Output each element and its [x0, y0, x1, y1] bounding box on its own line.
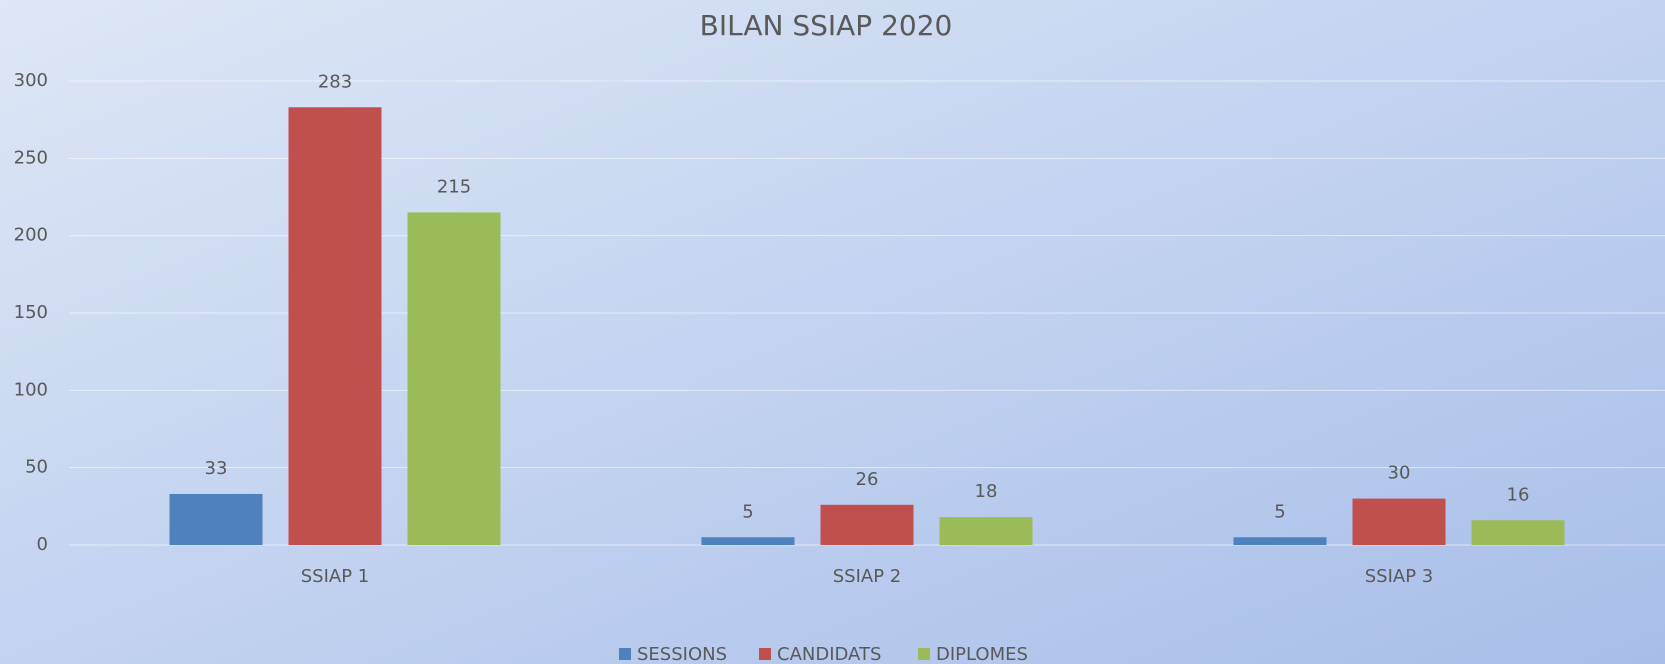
x-tick-label: SSIAP 2 — [833, 566, 902, 587]
legend-label: CANDIDATS — [777, 644, 881, 664]
data-label: 215 — [437, 176, 471, 197]
x-tick-label: SSIAP 1 — [301, 566, 370, 587]
legend-swatch — [918, 648, 930, 660]
legend-label: DIPLOMES — [936, 644, 1028, 664]
bar — [1471, 520, 1565, 545]
data-label: 16 — [1507, 484, 1530, 505]
y-tick-label: 100 — [14, 379, 48, 400]
bar — [701, 537, 795, 545]
legend-label: SESSIONS — [637, 644, 727, 664]
y-tick-label: 150 — [14, 302, 48, 323]
data-label: 26 — [856, 469, 879, 490]
data-label: 33 — [205, 458, 228, 479]
bar — [407, 212, 501, 545]
bar — [1352, 498, 1446, 545]
y-tick-label: 200 — [14, 225, 48, 246]
bar — [169, 493, 263, 545]
data-label: 5 — [1274, 501, 1285, 522]
bar — [820, 504, 914, 545]
y-tick-label: 50 — [25, 457, 48, 478]
bar — [939, 517, 1033, 545]
x-tick-label: SSIAP 3 — [1365, 566, 1434, 587]
data-label: 18 — [975, 481, 998, 502]
legend-swatch — [619, 648, 631, 660]
data-label: 283 — [318, 71, 352, 92]
y-tick-label: 300 — [14, 70, 48, 91]
bar — [288, 107, 382, 545]
y-tick-label: 250 — [14, 147, 48, 168]
bar — [1233, 537, 1327, 545]
y-tick-label: 0 — [37, 534, 48, 555]
data-label: 30 — [1388, 463, 1411, 484]
chart-title: BILAN SSIAP 2020 — [700, 9, 953, 42]
legend-swatch — [759, 648, 771, 660]
data-label: 5 — [742, 501, 753, 522]
